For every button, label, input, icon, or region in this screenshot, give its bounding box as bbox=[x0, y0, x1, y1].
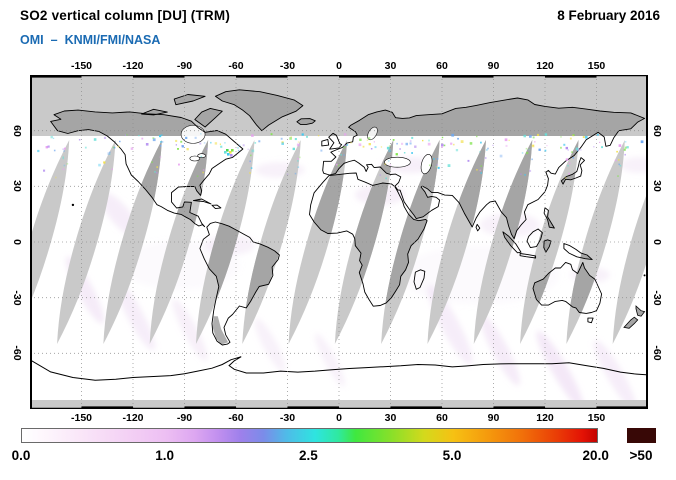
lon-tick-label: -60 bbox=[228, 60, 244, 72]
subtitle-dash: – bbox=[50, 33, 58, 47]
colorbar-overflow-box bbox=[627, 428, 656, 443]
world-map-svg bbox=[30, 75, 648, 409]
colorbar-tick-label: 5.0 bbox=[442, 448, 462, 463]
lon-tick-label: -30 bbox=[279, 60, 296, 72]
lon-tick-label: 90 bbox=[487, 60, 500, 72]
lon-tick-label: 150 bbox=[587, 412, 606, 424]
lon-tick-label: -120 bbox=[122, 60, 144, 72]
lon-tick-label: -30 bbox=[279, 412, 296, 424]
lon-tick-label: 30 bbox=[384, 60, 397, 72]
lon-tick-label: 90 bbox=[487, 412, 500, 424]
lat-tick-label: 30 bbox=[11, 180, 23, 193]
lon-tick-label: -150 bbox=[70, 412, 93, 424]
date-label: 8 February 2016 bbox=[557, 8, 660, 23]
instrument-label: OMI bbox=[20, 33, 44, 47]
lat-tick-label: -30 bbox=[651, 290, 663, 306]
colorbar-gradient bbox=[21, 428, 598, 443]
lon-tick-label: -90 bbox=[176, 412, 193, 424]
lat-tick-label: 0 bbox=[11, 239, 23, 245]
colorbar-overflow-label: >50 bbox=[629, 448, 653, 463]
colorbar-tick-label: 1.0 bbox=[155, 448, 175, 463]
lat-tick-label: 60 bbox=[11, 124, 23, 137]
page-title: SO2 vertical column [DU] (TRM) bbox=[20, 8, 231, 23]
lon-tick-label: 120 bbox=[536, 412, 554, 424]
lon-tick-label: -60 bbox=[228, 412, 244, 424]
lon-tick-label: 0 bbox=[336, 60, 342, 72]
lat-tick-label: 60 bbox=[651, 124, 663, 137]
colorbar-tick-label: 20.0 bbox=[582, 448, 609, 463]
lon-tick-label: 60 bbox=[436, 412, 448, 424]
lon-tick-label: -90 bbox=[176, 60, 193, 72]
colorbar-tick-label: 2.5 bbox=[298, 448, 318, 463]
lat-tick-label: -60 bbox=[651, 345, 663, 361]
lat-tick-label: -60 bbox=[11, 345, 23, 361]
lon-tick-label: -150 bbox=[70, 60, 93, 72]
lat-tick-label: 30 bbox=[651, 180, 663, 193]
lat-tick-label: 0 bbox=[651, 239, 663, 245]
lon-tick-label: -120 bbox=[122, 412, 144, 424]
lon-tick-label: 150 bbox=[587, 60, 606, 72]
subtitle: OMI – KNMI/FMI/NASA bbox=[20, 33, 160, 47]
lon-tick-label: 60 bbox=[436, 60, 448, 72]
lon-tick-label: 0 bbox=[336, 412, 342, 424]
colorbar-tick-label: 0.0 bbox=[11, 448, 31, 463]
agencies-label: KNMI/FMI/NASA bbox=[64, 33, 161, 47]
lon-tick-label: 30 bbox=[384, 412, 397, 424]
world-map bbox=[30, 75, 648, 409]
lon-tick-label: 120 bbox=[536, 60, 554, 72]
lat-tick-label: -30 bbox=[11, 290, 23, 306]
